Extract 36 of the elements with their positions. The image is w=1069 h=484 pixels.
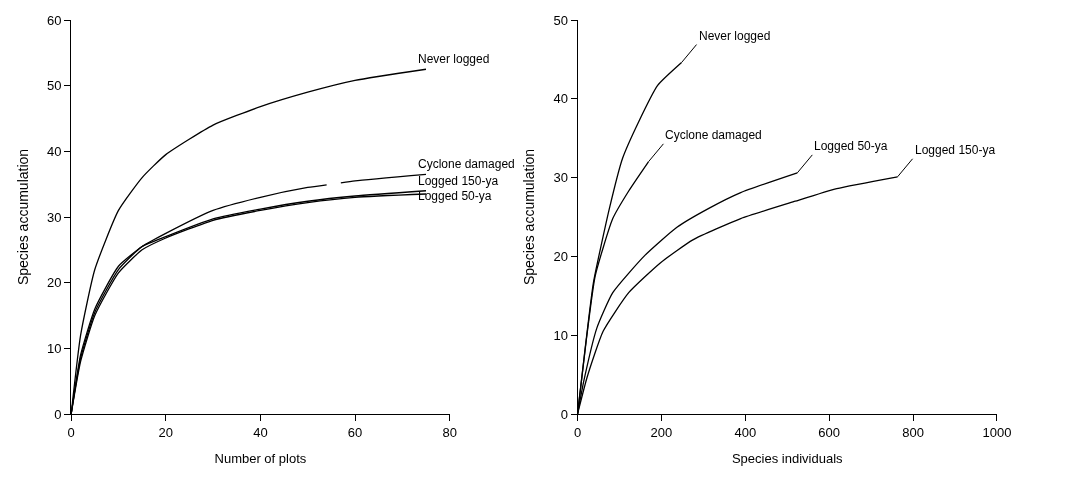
y-tick-label: 20 bbox=[553, 248, 568, 264]
x-tick-label: 0 bbox=[573, 424, 582, 440]
y-tick-label: 30 bbox=[47, 209, 62, 225]
x-tick-label: 600 bbox=[818, 424, 841, 440]
series-label: Logged 50-ya bbox=[418, 189, 492, 203]
x-axis-title: Species individuals bbox=[731, 451, 844, 467]
x-tick-label: 200 bbox=[650, 424, 673, 440]
series-label: Logged 150-ya bbox=[418, 174, 499, 188]
y-tick-label: 40 bbox=[553, 91, 568, 107]
y-tick-label: 20 bbox=[47, 275, 62, 291]
series-label: Cyclone damaged bbox=[418, 157, 515, 171]
x-tick-label: 1000 bbox=[982, 424, 1012, 440]
y-tick-label: 0 bbox=[560, 406, 568, 422]
text: Logged 150-ya bbox=[915, 143, 996, 157]
y-tick-label: 30 bbox=[553, 170, 568, 186]
y-axis-title: Species accumulation bbox=[14, 148, 31, 286]
x-tick-label: 40 bbox=[253, 424, 268, 440]
x-tick-label: 800 bbox=[902, 424, 924, 440]
x-tick-label: 0 bbox=[67, 424, 75, 440]
text: Logged 50-ya bbox=[814, 139, 888, 153]
y-tick-label: 0 bbox=[54, 406, 62, 422]
y-tick-label: 50 bbox=[553, 12, 568, 28]
y-tick-label: 40 bbox=[47, 143, 62, 159]
x-axis-title: Number of plots bbox=[214, 451, 307, 467]
series-label: Never logged bbox=[418, 52, 490, 66]
text: Cyclone damaged bbox=[665, 128, 762, 142]
x-tick-label: 60 bbox=[347, 424, 363, 440]
text: Never logged bbox=[699, 29, 771, 43]
x-tick-label: 80 bbox=[442, 424, 457, 440]
y-tick-label: 10 bbox=[553, 327, 568, 343]
y-tick-label: 60 bbox=[47, 12, 62, 28]
y-tick-label: 10 bbox=[47, 340, 62, 356]
x-tick-label: 20 bbox=[158, 424, 174, 440]
x-tick-label: 400 bbox=[734, 424, 757, 440]
y-tick-label: 50 bbox=[47, 78, 62, 94]
y-axis-title: Species accumulation bbox=[521, 148, 538, 286]
